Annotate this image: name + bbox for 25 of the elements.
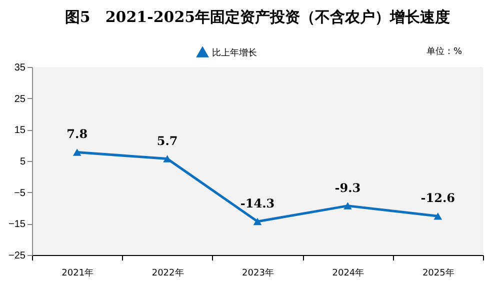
data-label: 5.7 — [156, 134, 178, 148]
point — [72, 148, 82, 156]
x-tick-label: 2023年 — [242, 268, 274, 278]
y-tick-label: −15 — [8, 219, 26, 230]
legend-label: 比上年增长 — [212, 48, 257, 58]
x-tick-label: 2025年 — [422, 268, 454, 278]
x-tick-label: 2024年 — [332, 268, 364, 278]
point — [253, 218, 262, 226]
y-tick-label: −5 — [14, 188, 26, 199]
x-tick-label: 2022年 — [152, 268, 184, 278]
y-tick-label: 25 — [14, 94, 26, 105]
x-tick-label: 2021年 — [62, 268, 94, 278]
point — [344, 202, 352, 210]
y-tick-label: 15 — [14, 125, 26, 136]
y-tick-label: 5 — [20, 156, 26, 168]
data-label: -9.3 — [334, 180, 361, 195]
y-tick-label: 35 — [14, 62, 26, 74]
data-label: 7.8 — [66, 127, 88, 142]
data-label: -14.3 — [240, 196, 275, 210]
text: 单位：% — [426, 46, 462, 57]
point — [434, 212, 442, 220]
chart-title: 图5 2021-2025年固定资产投资（不含农户）增长速度 — [64, 8, 450, 26]
data-label: -12.6 — [420, 191, 456, 206]
y-tick-label: −25 — [8, 250, 26, 262]
point — [163, 155, 172, 162]
